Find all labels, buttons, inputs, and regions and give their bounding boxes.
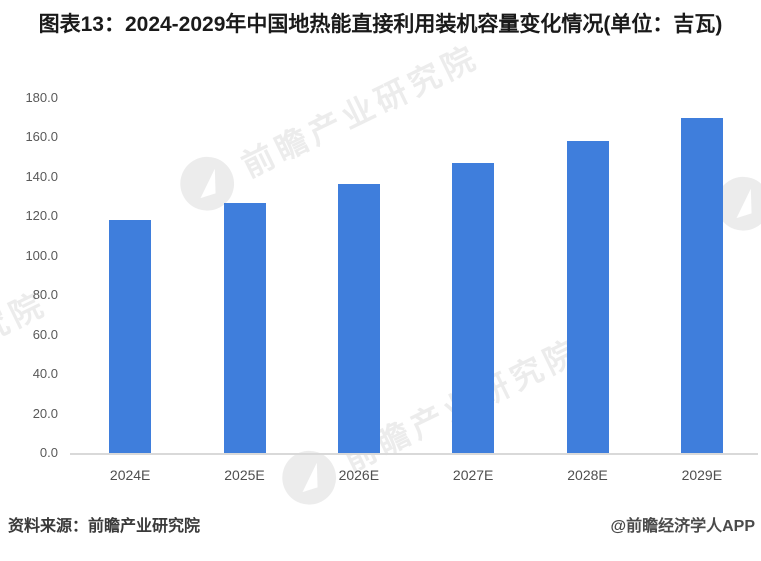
chart-title: 图表13：2024-2029年中国地热能直接利用装机容量变化情况(单位：吉瓦) xyxy=(38,13,723,36)
y-tick-label: 40.0 xyxy=(32,366,58,382)
y-tick-label: 140.0 xyxy=(25,168,58,184)
bar-2029E xyxy=(680,117,723,453)
bar-2026E xyxy=(337,183,380,453)
y-tick-label: 100.0 xyxy=(25,247,58,263)
y-tick-label: 20.0 xyxy=(32,405,58,421)
y-tick-label: 80.0 xyxy=(32,287,58,303)
y-tick-label: 60.0 xyxy=(32,326,58,342)
x-axis-line xyxy=(70,453,758,455)
y-tick-label: 180.0 xyxy=(25,90,58,105)
x-tick-label-2024E: 2024E xyxy=(109,467,151,483)
x-tick-label-2025E: 2025E xyxy=(224,467,265,483)
y-tick-label: 160.0 xyxy=(25,129,58,145)
x-tick-label-2027E: 2027E xyxy=(452,467,494,483)
x-tick-label-2028E: 2028E xyxy=(567,467,608,483)
x-tick-label-2029E: 2029E xyxy=(681,467,723,483)
x-tick-label-2026E: 2026E xyxy=(338,467,380,483)
y-tick-label: 120.0 xyxy=(25,208,58,224)
y-tick-label: 0.0 xyxy=(39,445,58,460)
footer: 资料来源：前瞻产业研究院 @前瞻经济学人APP xyxy=(8,512,755,536)
bar-2028E xyxy=(566,141,609,453)
source-note: 资料来源：前瞻产业研究院 xyxy=(8,518,201,535)
bar-2025E xyxy=(223,202,266,453)
credit-note: @前瞻经济学人APP xyxy=(610,518,755,535)
bar-2024E xyxy=(109,220,152,453)
bar-2027E xyxy=(452,163,495,453)
